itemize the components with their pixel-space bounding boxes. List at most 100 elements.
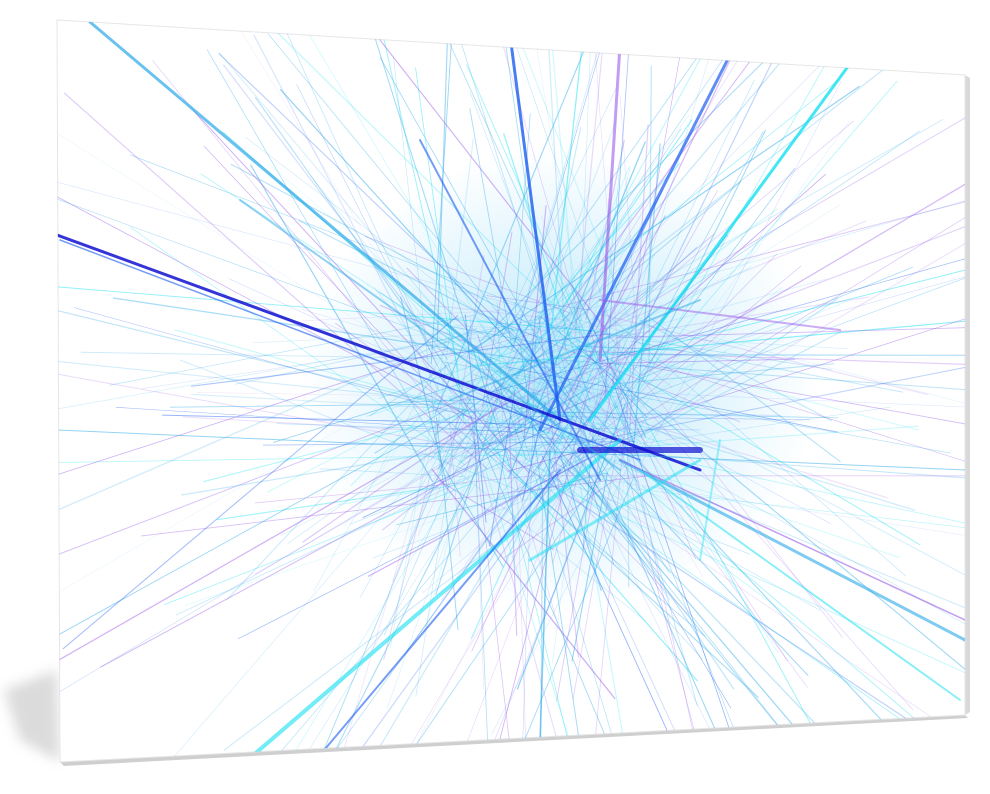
fractal-strand: [489, 312, 601, 433]
fractal-strand: [268, 33, 639, 483]
fractal-strand: [599, 243, 965, 459]
fractal-strand: [516, 197, 660, 421]
fractal-strand: [276, 423, 524, 433]
fractal-strand: [301, 380, 541, 762]
fractal-strand: [447, 255, 485, 478]
fractal-strand: [364, 235, 571, 314]
fractal-strand: [495, 266, 752, 393]
fractal-strand: [383, 475, 431, 660]
fractal-strand: [477, 200, 965, 342]
fractal-strand: [162, 414, 526, 425]
fractal-strand: [230, 163, 541, 330]
fractal-strand: [591, 322, 673, 388]
fractal-strand: [100, 464, 475, 668]
fractal-strand: [591, 296, 870, 342]
fractal-strand: [438, 20, 627, 431]
fractal-strand: [489, 438, 593, 471]
canvas-bottom-edge: [60, 715, 968, 766]
fractal-strand: [506, 20, 611, 323]
fractal-major-strand: [619, 459, 965, 621]
fractal-strand: [640, 297, 838, 436]
fractal-strand: [615, 446, 630, 532]
fractal-strand: [431, 45, 733, 487]
fractal-strand: [441, 361, 951, 454]
fractal-strand: [80, 351, 442, 359]
fractal-strand: [374, 287, 476, 424]
fractal-strand: [250, 164, 434, 483]
fractal-strand: [237, 432, 639, 640]
fractal-strand: [335, 322, 474, 422]
fractal-strand: [562, 181, 741, 332]
fractal-strand: [339, 420, 440, 762]
fractal-strand: [328, 437, 494, 762]
fractal-strand: [429, 331, 525, 391]
fractal-strand: [466, 64, 642, 462]
fractal-strand: [556, 341, 621, 702]
fractal-strand: [579, 345, 648, 418]
fractal-strand: [615, 20, 794, 381]
fractal-strand: [493, 428, 821, 611]
fractal-strand: [629, 464, 748, 762]
fractal-strand: [531, 411, 839, 419]
fractal-strand: [639, 392, 965, 408]
fractal-strand: [140, 475, 648, 537]
fractal-strand: [234, 20, 476, 417]
fractal-strand: [637, 80, 842, 472]
fractal-strand: [469, 92, 606, 453]
fractal-strand: [483, 418, 965, 524]
fractal-strand: [475, 365, 586, 443]
fractal-strand: [400, 296, 448, 487]
fractal-strand: [406, 378, 610, 762]
fractal-strand: [614, 277, 965, 409]
fractal-strand: [582, 476, 965, 536]
fractal-strand: [448, 276, 533, 367]
fractal-strand: [524, 415, 811, 421]
fractal-strand: [252, 324, 629, 344]
fractal-strand: [57, 348, 449, 476]
fractal-strand: [497, 379, 527, 460]
fractal-strand: [514, 399, 527, 762]
fractal-strand: [190, 393, 491, 412]
fractal-strand: [636, 318, 965, 424]
fractal-strand: [605, 117, 965, 330]
fractal-strand: [582, 430, 731, 762]
fractal-strand: [432, 204, 841, 459]
fractal-strand: [521, 334, 536, 757]
fractal-strand: [115, 407, 522, 434]
fractal-strand: [273, 374, 489, 443]
fractal-strand: [182, 416, 596, 442]
fractal-strand: [447, 361, 617, 762]
fractal-strand: [152, 60, 464, 443]
fractal-strand: [514, 301, 623, 459]
fractal-strand: [450, 316, 832, 525]
fractal-strand: [57, 327, 478, 511]
fractal-strand: [406, 412, 577, 652]
fractal-strand: [564, 406, 891, 456]
fractal-strand: [493, 385, 840, 749]
fractal-strand: [499, 87, 617, 338]
fractal-strand: [453, 20, 594, 458]
fractal-strand: [473, 385, 564, 439]
fractal-strand: [628, 124, 649, 434]
fractal-strand: [497, 301, 847, 445]
fractal-strand: [382, 413, 530, 531]
fractal-strand: [203, 410, 477, 483]
fractal-strand: [491, 469, 627, 735]
fractal-strand: [541, 456, 682, 762]
fractal-strand: [512, 20, 610, 350]
fractal-strand: [370, 459, 551, 762]
fractal-strand: [470, 415, 513, 762]
fractal-strand: [431, 406, 706, 637]
fractal-strand: [560, 455, 602, 591]
fractal-strand: [493, 401, 587, 762]
fractal-strand: [588, 233, 715, 340]
fractal-strand: [479, 319, 604, 356]
fractal-strand: [494, 455, 587, 501]
fractal-strand: [522, 165, 630, 424]
fractal-strand: [436, 478, 554, 551]
fractal-strand: [319, 468, 465, 478]
fractal-strand: [245, 137, 642, 439]
fractal-strand: [57, 309, 476, 414]
fractal-strand: [57, 360, 562, 413]
fractal-strand: [464, 314, 487, 523]
